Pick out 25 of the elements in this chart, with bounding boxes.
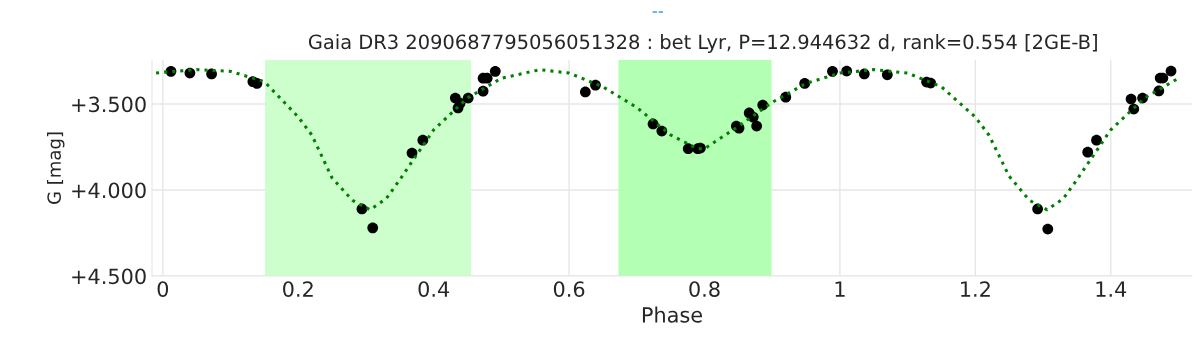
x-tick-label: 1.2: [961, 281, 990, 297]
point: [1091, 134, 1102, 146]
point: [751, 120, 763, 132]
chart-title: Gaia DR3 2090687795056051328 : bet Lyr, P=12.944632 d, rank=0.554 [2GE-B]: [308, 34, 1097, 53]
y-tick-label: +4.000: [72, 182, 146, 199]
x-tick-label: 1.4: [1096, 281, 1127, 297]
x-tick-label: 0.6: [553, 281, 585, 297]
y-tick-label: +4.500: [72, 268, 146, 285]
point: [1042, 223, 1054, 235]
x-tick-label: 0: [157, 281, 169, 297]
point: [489, 65, 501, 77]
point: [1165, 65, 1177, 77]
point: [579, 86, 591, 98]
x-axis-title: Phase: [642, 306, 702, 323]
point: [406, 147, 418, 159]
x-tick-label: 1: [835, 281, 845, 297]
y-axis-title: G [mag]: [47, 132, 65, 204]
x-tick-label: 0.8: [689, 281, 720, 297]
point: [1125, 93, 1137, 105]
x-tick-label: 0.4: [418, 281, 450, 297]
point: [367, 222, 379, 234]
y-tick-label: +3.500: [72, 96, 146, 113]
point: [1082, 146, 1094, 158]
x-tick-label: 0.2: [283, 281, 313, 297]
text: --: [652, 11, 663, 13]
